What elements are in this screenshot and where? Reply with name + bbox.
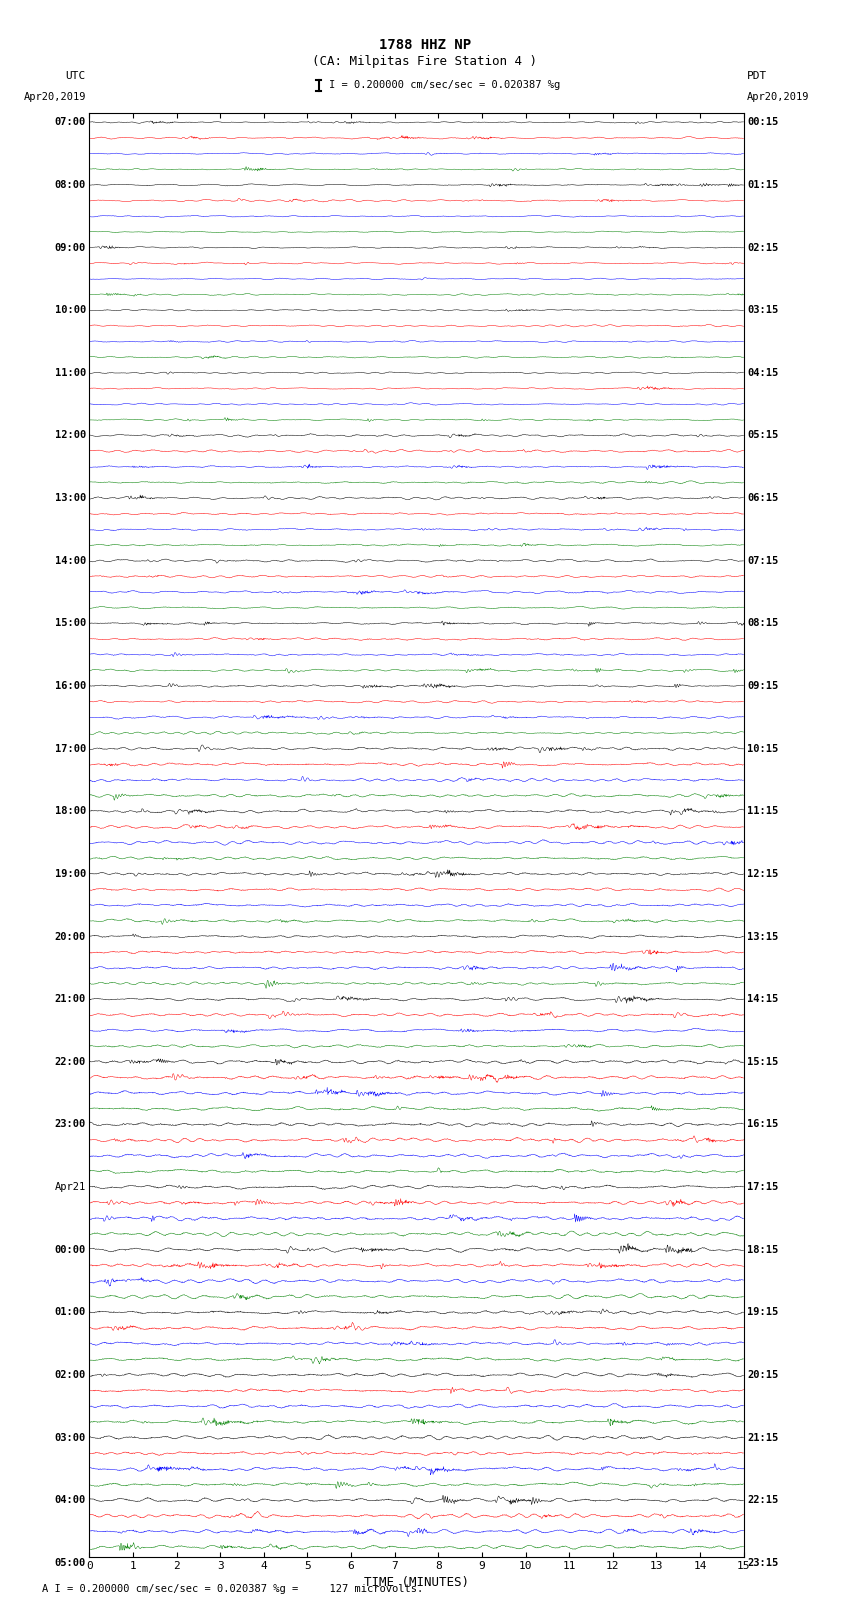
Text: UTC: UTC bbox=[65, 71, 86, 81]
Text: 18:15: 18:15 bbox=[747, 1245, 779, 1255]
Text: 05:00: 05:00 bbox=[54, 1558, 86, 1568]
Text: 1788 HHZ NP: 1788 HHZ NP bbox=[379, 37, 471, 52]
Text: 12:15: 12:15 bbox=[747, 869, 779, 879]
Text: 18:00: 18:00 bbox=[54, 806, 86, 816]
Text: 03:00: 03:00 bbox=[54, 1432, 86, 1442]
Text: 19:00: 19:00 bbox=[54, 869, 86, 879]
Text: I = 0.200000 cm/sec/sec = 0.020387 %g: I = 0.200000 cm/sec/sec = 0.020387 %g bbox=[329, 81, 560, 90]
Text: 14:00: 14:00 bbox=[54, 556, 86, 566]
Text: 21:15: 21:15 bbox=[747, 1432, 779, 1442]
Text: 11:15: 11:15 bbox=[747, 806, 779, 816]
Text: 07:00: 07:00 bbox=[54, 118, 86, 127]
Text: 11:00: 11:00 bbox=[54, 368, 86, 377]
Text: 22:00: 22:00 bbox=[54, 1057, 86, 1066]
Text: 22:15: 22:15 bbox=[747, 1495, 779, 1505]
Text: 08:00: 08:00 bbox=[54, 181, 86, 190]
Text: 04:00: 04:00 bbox=[54, 1495, 86, 1505]
Text: 21:00: 21:00 bbox=[54, 994, 86, 1005]
Text: 17:15: 17:15 bbox=[747, 1182, 779, 1192]
Text: 10:15: 10:15 bbox=[747, 744, 779, 753]
Text: 01:00: 01:00 bbox=[54, 1307, 86, 1318]
Text: 17:00: 17:00 bbox=[54, 744, 86, 753]
Text: A I = 0.200000 cm/sec/sec = 0.020387 %g =     127 microvolts.: A I = 0.200000 cm/sec/sec = 0.020387 %g … bbox=[42, 1584, 424, 1594]
Text: 13:15: 13:15 bbox=[747, 931, 779, 942]
Text: 15:15: 15:15 bbox=[747, 1057, 779, 1066]
Text: 08:15: 08:15 bbox=[747, 618, 779, 629]
Text: 23:15: 23:15 bbox=[747, 1558, 779, 1568]
Text: 20:15: 20:15 bbox=[747, 1369, 779, 1379]
Text: 00:15: 00:15 bbox=[747, 118, 779, 127]
Text: PDT: PDT bbox=[747, 71, 768, 81]
Text: Apr21: Apr21 bbox=[54, 1182, 86, 1192]
Text: 03:15: 03:15 bbox=[747, 305, 779, 315]
Text: 02:00: 02:00 bbox=[54, 1369, 86, 1379]
Text: 00:00: 00:00 bbox=[54, 1245, 86, 1255]
Text: 09:15: 09:15 bbox=[747, 681, 779, 690]
Text: 19:15: 19:15 bbox=[747, 1307, 779, 1318]
Text: 16:15: 16:15 bbox=[747, 1119, 779, 1129]
Text: 15:00: 15:00 bbox=[54, 618, 86, 629]
Text: Apr20,2019: Apr20,2019 bbox=[23, 92, 86, 102]
Text: Apr20,2019: Apr20,2019 bbox=[747, 92, 810, 102]
Text: 07:15: 07:15 bbox=[747, 556, 779, 566]
Text: 04:15: 04:15 bbox=[747, 368, 779, 377]
Text: (CA: Milpitas Fire Station 4 ): (CA: Milpitas Fire Station 4 ) bbox=[313, 55, 537, 68]
Text: 06:15: 06:15 bbox=[747, 494, 779, 503]
X-axis label: TIME (MINUTES): TIME (MINUTES) bbox=[364, 1576, 469, 1589]
Text: 09:00: 09:00 bbox=[54, 242, 86, 253]
Text: 13:00: 13:00 bbox=[54, 494, 86, 503]
Text: 05:15: 05:15 bbox=[747, 431, 779, 440]
Text: 14:15: 14:15 bbox=[747, 994, 779, 1005]
Text: 12:00: 12:00 bbox=[54, 431, 86, 440]
Text: 20:00: 20:00 bbox=[54, 931, 86, 942]
Text: 10:00: 10:00 bbox=[54, 305, 86, 315]
Text: 02:15: 02:15 bbox=[747, 242, 779, 253]
Text: 16:00: 16:00 bbox=[54, 681, 86, 690]
Text: 23:00: 23:00 bbox=[54, 1119, 86, 1129]
Text: 01:15: 01:15 bbox=[747, 181, 779, 190]
